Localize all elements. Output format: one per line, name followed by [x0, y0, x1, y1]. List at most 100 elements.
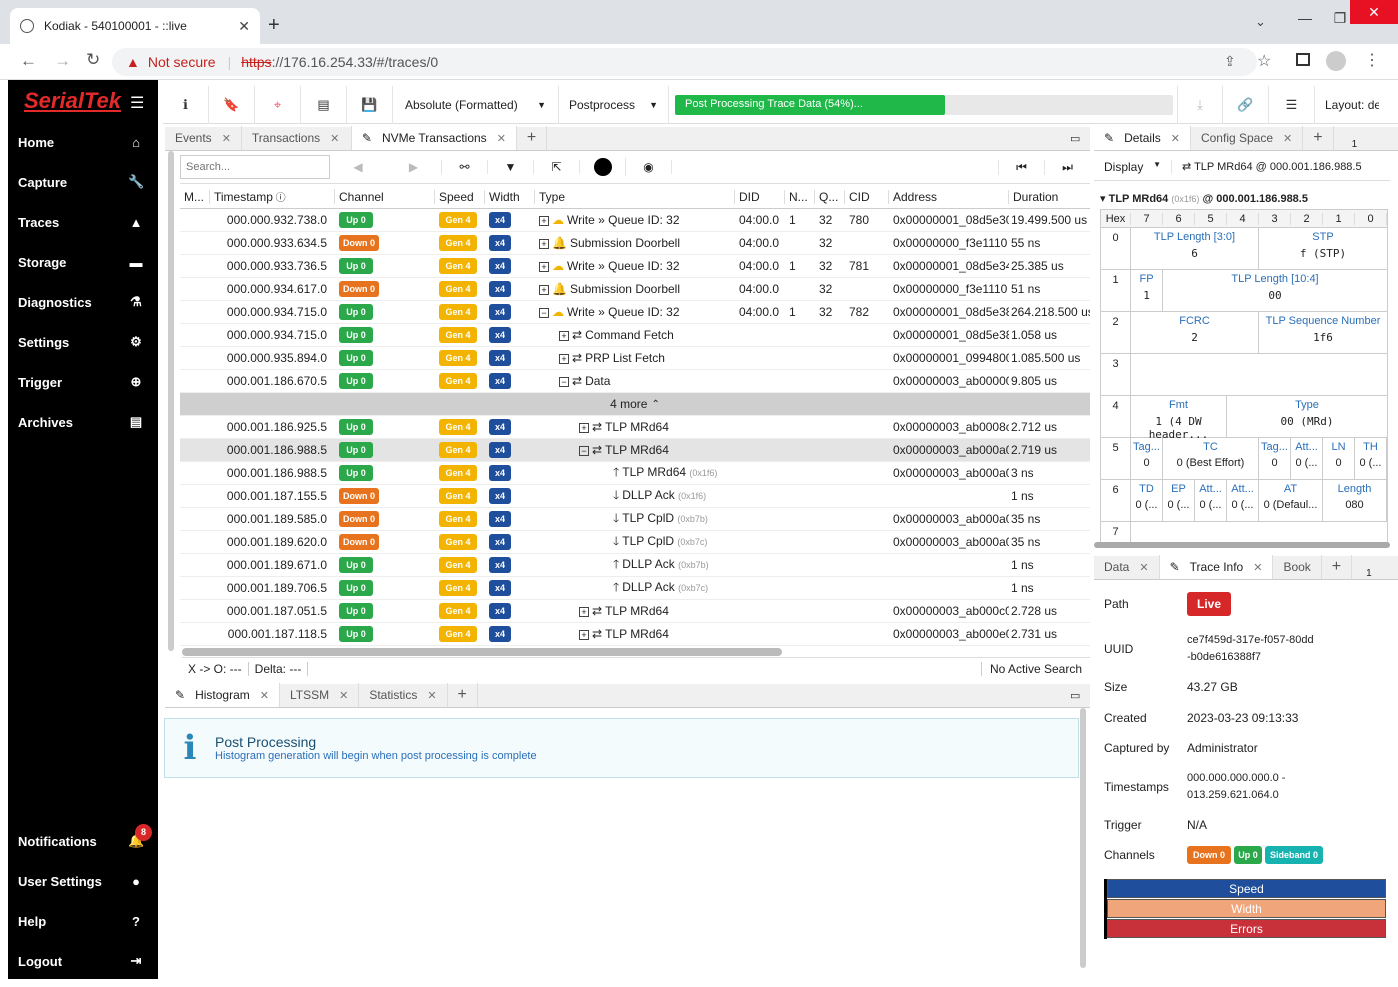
table-row[interactable]: 000.000.932.738.0 Up 0 Gen 4 x4 + ☁ Write » Qu… [180, 209, 1090, 232]
close-icon[interactable]: ✕ [339, 689, 349, 702]
table-row[interactable]: 000.001.189.620.0 Down 0 Gen 4 x4 🡓 TLP CplD … [180, 531, 1090, 554]
next-icon[interactable]: ▶ [386, 160, 442, 174]
url-bar[interactable]: ▲ Not secure | https ://176.16.254.33/#/… [112, 48, 1257, 76]
close-tab-icon[interactable]: ✕ [238, 17, 250, 34]
column-address[interactable]: Address [889, 189, 1009, 204]
maximize-panel-icon[interactable]: ▭ [1070, 133, 1081, 145]
kebab-menu-icon[interactable]: ⋮ [1364, 52, 1380, 69]
tab-book[interactable]: Book [1273, 555, 1322, 579]
collapse-icon[interactable]: − [539, 308, 549, 318]
add-tab-button[interactable]: + [517, 126, 548, 150]
export-icon[interactable]: ⇱ [534, 160, 580, 174]
column-did[interactable]: DID [735, 189, 785, 204]
add-details-tab-button[interactable]: + [1303, 126, 1334, 150]
sidebar-item-capture[interactable]: Capture 🔧 [8, 162, 158, 202]
profile-icon[interactable] [1326, 51, 1346, 71]
sidepanel-icon[interactable] [1296, 53, 1310, 66]
table-row[interactable]: 000.000.933.634.5 Down 0 Gen 4 x4 + 🔔 Submissi… [180, 232, 1090, 255]
table-row[interactable]: 000.001.186.988.5 Up 0 Gen 4 x4 🡑 TLP MRd64 (… [180, 462, 1090, 485]
sidebar-item-storage[interactable]: Storage ▬ [8, 242, 158, 282]
expand-icon[interactable]: + [559, 331, 569, 341]
column-speed[interactable]: Speed [435, 189, 485, 204]
sidebar-item-notifications[interactable]: Notifications 🔔 8 [8, 821, 158, 861]
record-icon[interactable] [580, 158, 626, 176]
table-row[interactable]: 000.000.933.736.5 Up 0 Gen 4 x4 + ☁ Write » Qu… [180, 255, 1090, 278]
reload-icon[interactable]: ↻ [86, 50, 101, 69]
info-icon[interactable]: ℹ [163, 85, 209, 124]
column-q[interactable]: Q... [815, 189, 845, 204]
close-icon[interactable]: ✕ [330, 132, 340, 145]
sidebar-item-settings[interactable]: Settings ⚙ [8, 322, 158, 362]
last-icon[interactable]: ⏭ [1044, 159, 1090, 175]
vertical-scrollbar[interactable] [168, 151, 174, 651]
horizontal-scrollbar[interactable] [182, 648, 782, 656]
analysis-scrollbar[interactable] [1080, 708, 1086, 968]
more-rows-divider[interactable]: 4 more ⌃ [180, 393, 1090, 416]
tab-details[interactable]: ✎ Details ✕ [1094, 126, 1191, 150]
maximize-button[interactable]: ❐ [1333, 10, 1347, 26]
close-icon[interactable]: ✕ [1253, 561, 1263, 574]
expand-icon[interactable]: + [539, 285, 549, 295]
table-row[interactable]: 000.000.934.715.0 Up 0 Gen 4 x4 − ☁ Write » Qu… [180, 301, 1090, 324]
archive-icon[interactable]: ▤ [301, 85, 347, 124]
layout-select[interactable]: Layout: det [1325, 97, 1379, 112]
sidebar-item-archives[interactable]: Archives ▤ [8, 402, 158, 442]
eye-icon[interactable]: ◉ [626, 160, 672, 174]
table-row[interactable]: 000.001.187.051.5 Up 0 Gen 4 x4 + ⇄ TLP MRd64 0… [180, 600, 1090, 623]
expand-icon[interactable]: + [559, 354, 569, 364]
table-row[interactable]: 000.000.935.894.0 Up 0 Gen 4 x4 + ⇄ PRP List F… [180, 347, 1090, 370]
expand-icon[interactable]: + [539, 239, 549, 249]
close-icon[interactable]: ✕ [427, 689, 437, 702]
table-row[interactable]: 000.001.189.585.0 Down 0 Gen 4 x4 🡓 TLP CplD … [180, 508, 1090, 531]
add-analysis-tab-button[interactable]: + [448, 683, 478, 707]
new-tab-button[interactable]: + [268, 14, 280, 36]
column-cid[interactable]: CID [845, 189, 889, 204]
minimize-button[interactable]: — [1298, 10, 1312, 26]
sidebar-item-logout[interactable]: Logout ⇥ [8, 941, 158, 981]
tab-ltssm[interactable]: LTSSM ✕ [280, 683, 360, 707]
target-icon[interactable]: ⌖ [255, 85, 301, 124]
tab-data[interactable]: Data ✕ [1094, 555, 1160, 579]
column-m[interactable]: M... [180, 189, 210, 204]
sidebar-item-user-settings[interactable]: User Settings ● [8, 861, 158, 901]
maximize-analysis-icon[interactable]: ▭ [1070, 690, 1081, 702]
close-window-button[interactable]: ✕ [1350, 0, 1398, 24]
tab-statistics[interactable]: Statistics ✕ [359, 683, 448, 707]
logo[interactable]: SerialTek [24, 88, 122, 113]
share-icon[interactable]: ⇪ [1224, 53, 1236, 69]
close-icon[interactable]: ✕ [496, 132, 506, 145]
collapse-icon[interactable]: − [559, 377, 569, 387]
download-icon[interactable]: ⤓ [1177, 85, 1223, 124]
tlp-select[interactable]: ⇄ TLP MRd64 @ 000.001.186.988.5 [1182, 161, 1362, 173]
column-timestamp[interactable]: Timestamp ⓘ [210, 189, 335, 204]
expand-icon[interactable]: + [579, 423, 589, 433]
table-row[interactable]: 000.001.189.671.0 Up 0 Gen 4 x4 🡑 DLLP Ack (0… [180, 554, 1090, 577]
close-icon[interactable]: ✕ [259, 689, 269, 702]
display-select[interactable]: Display ▼ [1094, 159, 1172, 174]
bookmark-icon[interactable]: 🔖 [209, 85, 255, 124]
tab-nvme-transactions[interactable]: ✎ NVMe Transactions ✕ [351, 126, 517, 150]
table-row[interactable]: 000.000.934.715.0 Up 0 Gen 4 x4 + ⇄ Command Fe… [180, 324, 1090, 347]
expand-icon[interactable]: + [539, 262, 549, 272]
bookmark-star-icon[interactable]: ☆ [1257, 53, 1272, 70]
forward-icon[interactable]: → [54, 51, 71, 70]
tab-config-space[interactable]: Config Space ✕ [1191, 126, 1304, 150]
table-row[interactable]: 000.001.186.925.5 Up 0 Gen 4 x4 + ⇄ TLP MRd64 0… [180, 416, 1090, 439]
close-icon[interactable]: ✕ [1283, 132, 1293, 145]
binoculars-icon[interactable]: ⚯ [442, 160, 488, 174]
collapse-icon[interactable]: − [579, 446, 589, 456]
column-duration[interactable]: Duration [1009, 190, 1090, 204]
expand-icon[interactable]: + [579, 607, 589, 617]
expand-icon[interactable]: + [579, 630, 589, 640]
column-width[interactable]: Width [485, 189, 535, 204]
table-row[interactable]: 000.001.187.118.5 Up 0 Gen 4 x4 + ⇄ TLP MRd64 0… [180, 623, 1090, 646]
table-row[interactable]: 000.001.186.670.5 Up 0 Gen 4 x4 − ⇄ Data 0x0000… [180, 370, 1090, 393]
help-circle-icon[interactable]: ⓘ [272, 193, 286, 204]
browser-tab[interactable]: Kodiak - 540100001 - ::live ✕ [10, 8, 260, 44]
tab-histogram[interactable]: ✎ Histogram ✕ [165, 683, 280, 707]
column-channel[interactable]: Channel [335, 189, 435, 204]
list-icon[interactable]: ☰ [1269, 85, 1315, 124]
filter-icon[interactable]: ▼ [488, 160, 534, 174]
column-n[interactable]: N... [785, 189, 815, 204]
first-icon[interactable]: ⏮ [998, 159, 1044, 175]
